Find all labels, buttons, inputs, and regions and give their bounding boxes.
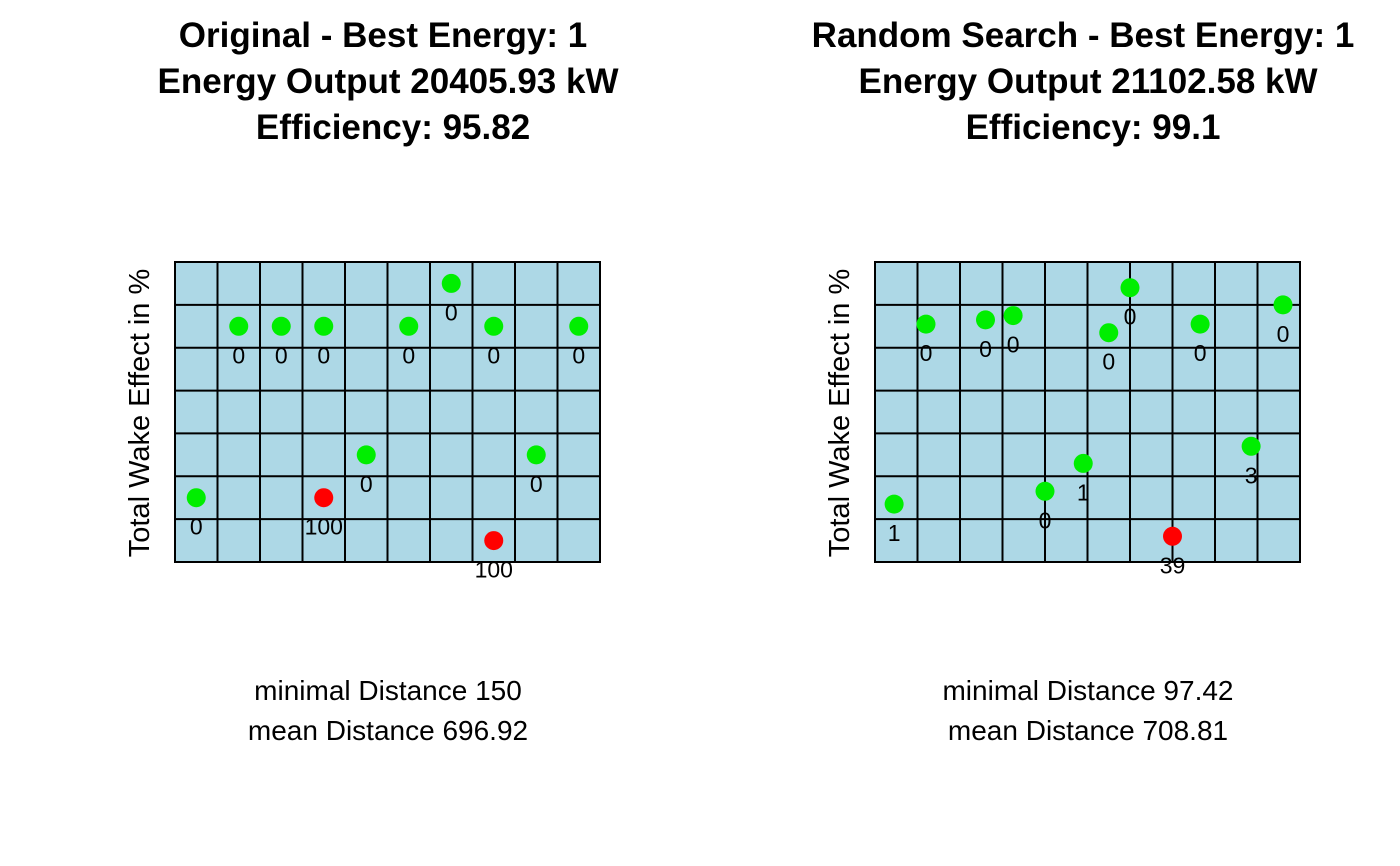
panel-original-turbine-wake-label: 0 <box>317 342 330 368</box>
panel-original-turbine-point <box>484 531 504 551</box>
panel-original-turbine-wake-label: 0 <box>402 342 415 368</box>
panel-original: Original - Best Energy: 1 Energy Output … <box>124 16 618 746</box>
panel-random-turbine-wake-label: 0 <box>979 336 992 362</box>
panel-original-turbine-wake-label: 0 <box>360 471 373 497</box>
panel-original-turbine-point <box>441 273 461 293</box>
panel-random-turbine-point <box>1073 453 1093 473</box>
panel-original-title-line-1: Original - Best Energy: 1 <box>179 16 587 55</box>
panel-original-turbine-wake-label: 0 <box>530 471 543 497</box>
panel-original-min-distance: minimal Distance 150 <box>254 675 522 706</box>
panel-random-turbine-wake-label: 0 <box>1194 340 1207 366</box>
panel-random-search: Random Search - Best Energy: 1 Energy Ou… <box>812 16 1355 746</box>
panel-random-mean-distance: mean Distance 708.81 <box>948 715 1228 746</box>
panel-random-turbine-wake-label: 0 <box>1102 349 1115 375</box>
panel-original-turbine-wake-label: 0 <box>572 342 585 368</box>
panel-original-turbine-wake-label: 100 <box>305 514 343 540</box>
panel-random-turbine-point <box>1035 481 1055 501</box>
panel-random-turbine-wake-label: 1 <box>888 520 901 546</box>
panel-random-turbine-point <box>1241 436 1261 456</box>
panel-original-turbine-point <box>314 488 334 508</box>
panel-original-turbine-wake-label: 0 <box>190 514 203 540</box>
panel-original-turbine-point <box>314 316 334 336</box>
panel-original-title-line-2: Energy Output 20405.93 kW <box>158 62 619 101</box>
panel-original-turbine-wake-label: 0 <box>275 342 288 368</box>
panel-original-turbine-point <box>569 316 589 336</box>
panel-random-title-line-3: Efficiency: 99.1 <box>966 108 1221 147</box>
panel-original-turbine-wake-label: 0 <box>445 299 458 325</box>
panel-random-turbine-point <box>916 314 936 334</box>
panel-original-turbine-wake-label: 0 <box>232 342 245 368</box>
panel-original-turbine-wake-label: 0 <box>487 342 500 368</box>
panel-random-turbine-wake-label: 0 <box>1007 332 1020 358</box>
panel-random-turbine-wake-label: 0 <box>1039 507 1052 533</box>
panel-random-title-line-2: Energy Output 21102.58 kW <box>858 62 1317 101</box>
panel-random-turbine-wake-label: 0 <box>1277 321 1290 347</box>
panel-random-plot-frame <box>874 261 1301 563</box>
panel-random-turbine-wake-label: 0 <box>1124 304 1137 330</box>
panel-random-turbine-wake-label: 0 <box>920 340 933 366</box>
panel-random-title-line-1: Random Search - Best Energy: 1 <box>812 16 1355 55</box>
panel-original-turbine-point <box>186 488 206 508</box>
panel-original-turbine-point <box>399 316 419 336</box>
panel-random-grid <box>875 262 1300 562</box>
panel-original-plot-area: 0 0 0 0 0 0 0 0 0 0 100 100 <box>174 261 601 583</box>
panel-random-turbine-point <box>1003 306 1023 326</box>
panel-random-turbine-wake-label: 39 <box>1160 552 1186 578</box>
panel-original-title-line-3: Efficiency: 95.82 <box>256 108 530 147</box>
panel-random-turbine-wake-label: 3 <box>1245 462 1258 488</box>
panel-random-turbine-point <box>1190 314 1210 334</box>
panel-random-turbine-point <box>976 310 995 330</box>
panel-random-turbine-point <box>1099 323 1119 343</box>
panel-random-turbine-point <box>884 494 904 514</box>
panel-original-mean-distance: mean Distance 696.92 <box>248 715 528 746</box>
panel-random-turbine-wake-label: 1 <box>1077 479 1090 505</box>
panel-random-turbine-point <box>1163 526 1182 546</box>
panel-random-min-distance: minimal Distance 97.42 <box>942 675 1233 706</box>
panel-original-grid <box>175 262 600 562</box>
panel-original-turbine-point <box>229 316 249 336</box>
panel-original-turbine-wake-label: 100 <box>475 557 513 583</box>
panel-random-y-axis-label: Total Wake Effect in % <box>824 269 856 558</box>
panel-random-turbine-point <box>1120 278 1140 298</box>
panel-random-turbine-point <box>1273 295 1293 315</box>
panel-original-plot-frame <box>174 261 601 563</box>
panel-original-y-axis-label: Total Wake Effect in % <box>124 269 156 558</box>
panel-original-turbine-point <box>271 316 291 336</box>
panel-original-turbine-point <box>356 445 376 465</box>
panel-original-turbine-point <box>484 316 504 336</box>
panel-original-turbine-point <box>526 445 546 465</box>
